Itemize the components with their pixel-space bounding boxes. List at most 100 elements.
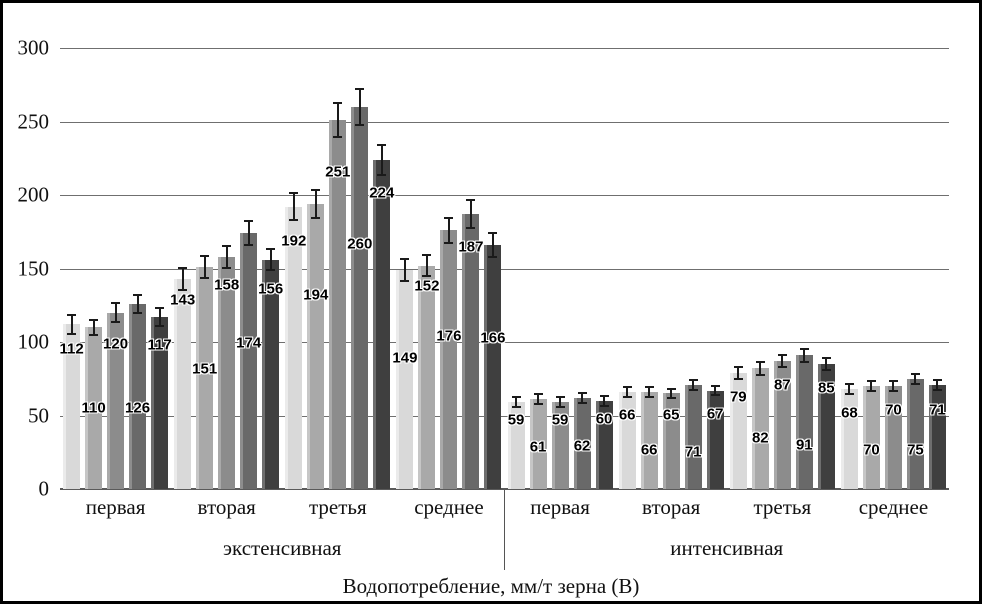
bar-slot: 194 (303, 48, 328, 489)
bar-value-label: 187 (458, 238, 484, 256)
bar (218, 256, 236, 489)
bar (729, 372, 747, 489)
bar-value-label: 260 (347, 235, 373, 253)
bar-slot: 224 (369, 48, 394, 489)
bar-slot: 149 (392, 48, 417, 489)
bar-slot: 60 (595, 48, 613, 489)
bar-slot: 91 (795, 48, 813, 489)
plot-area: 112 110 120 126 117 143 151 158 174 156 192 194 251 2… (59, 48, 949, 490)
bar (196, 267, 214, 489)
error-bar (444, 217, 454, 244)
bar-value-label: 61 (529, 438, 547, 456)
gridline (60, 48, 949, 49)
bar (373, 159, 391, 489)
error-bar (799, 347, 809, 363)
bar (351, 106, 369, 489)
y-axis: 0 50 100 150 200 250 300 (3, 36, 55, 501)
bar-slot: 110 (81, 48, 106, 489)
bar-slot: 187 (458, 48, 483, 489)
gridline (60, 342, 949, 343)
error-bar (400, 258, 410, 282)
bar-value-label: 87 (773, 376, 791, 394)
bar-value-label: 112 (59, 340, 84, 358)
error-bar (89, 318, 99, 337)
error-bar (311, 189, 321, 219)
bar-value-label: 71 (929, 401, 946, 419)
error-bar (178, 267, 188, 291)
x-axis-title: Водопотребление, мм/т зерна (В) (342, 574, 640, 598)
bar-slot: 79 (729, 48, 747, 489)
bar-value-label: 70 (863, 441, 880, 459)
bar-slot: 71 (928, 48, 946, 489)
bar (573, 397, 591, 489)
bar-slot: 117 (147, 48, 172, 489)
error-bar (666, 387, 676, 400)
group-separator (504, 490, 505, 570)
error-bar (377, 143, 387, 176)
bar-value-label: 120 (103, 335, 129, 353)
error-bar (866, 380, 876, 392)
bar-slot: 59 (551, 48, 569, 489)
bar-group: 68 70 70 75 71 (838, 48, 949, 489)
gridline (60, 121, 949, 123)
bar (507, 402, 525, 489)
bar (329, 120, 347, 489)
error-bar (200, 255, 210, 279)
bar-slot: 82 (751, 48, 769, 489)
category-label: первая (85, 495, 146, 519)
bar-slot: 68 (840, 48, 858, 489)
bar (595, 400, 613, 489)
bar-value-label: 126 (125, 399, 151, 416)
bar (551, 402, 569, 489)
error-bar (289, 192, 299, 222)
bar-value-label: 143 (170, 291, 196, 309)
bar-slot: 120 (103, 48, 128, 489)
bar-value-label: 174 (236, 334, 262, 352)
supergroup-label-row: экстенсивная интенсивная (60, 536, 949, 561)
bar (396, 269, 414, 489)
bar (262, 259, 280, 489)
category-label-row: первая вторая третья среднее первая вторая тре… (60, 495, 949, 520)
bar-value-label: 70 (885, 401, 902, 419)
category-label: третья (753, 495, 812, 519)
error-bar (910, 372, 920, 385)
bar (240, 233, 258, 489)
bar (928, 384, 946, 489)
supergroup-label: экстенсивная (223, 536, 342, 560)
error-bar (466, 199, 476, 229)
bar-slot: 87 (773, 48, 791, 489)
category-label: первая (530, 495, 590, 519)
bar-value-label: 66 (618, 406, 636, 424)
bar (662, 393, 680, 489)
bar-group: 66 66 65 71 67 (616, 48, 727, 489)
error-bar (67, 314, 77, 335)
bar (285, 206, 303, 489)
bar-slot: 156 (258, 48, 283, 489)
y-tick-label: 100 (17, 329, 50, 354)
error-bar (688, 378, 698, 391)
bar-group: 79 82 87 91 85 (727, 48, 838, 489)
bar-slot: 152 (414, 48, 439, 489)
error-bar (488, 231, 498, 259)
bar-slot: 66 (640, 48, 658, 489)
bar-value-label: 166 (480, 329, 506, 347)
error-bar (333, 102, 343, 138)
error-bar (155, 306, 165, 328)
bar-value-label: 152 (414, 277, 440, 295)
bar-value-label: 151 (192, 360, 218, 378)
bar (817, 364, 835, 489)
error-bar (599, 394, 609, 407)
bar (484, 244, 502, 489)
bar-slot: 85 (817, 48, 835, 489)
bar-slot: 112 (59, 48, 84, 489)
bar-slot: 65 (662, 48, 680, 489)
bar-value-label: 85 (817, 379, 835, 397)
bar (795, 355, 813, 489)
error-bar (577, 392, 587, 404)
bar-slot: 176 (436, 48, 461, 489)
error-bar (533, 393, 543, 406)
bar-slot: 126 (125, 48, 150, 489)
error-bar (244, 220, 254, 247)
bar-group: 192 194 251 260 224 (281, 48, 394, 489)
error-bar (133, 293, 143, 315)
